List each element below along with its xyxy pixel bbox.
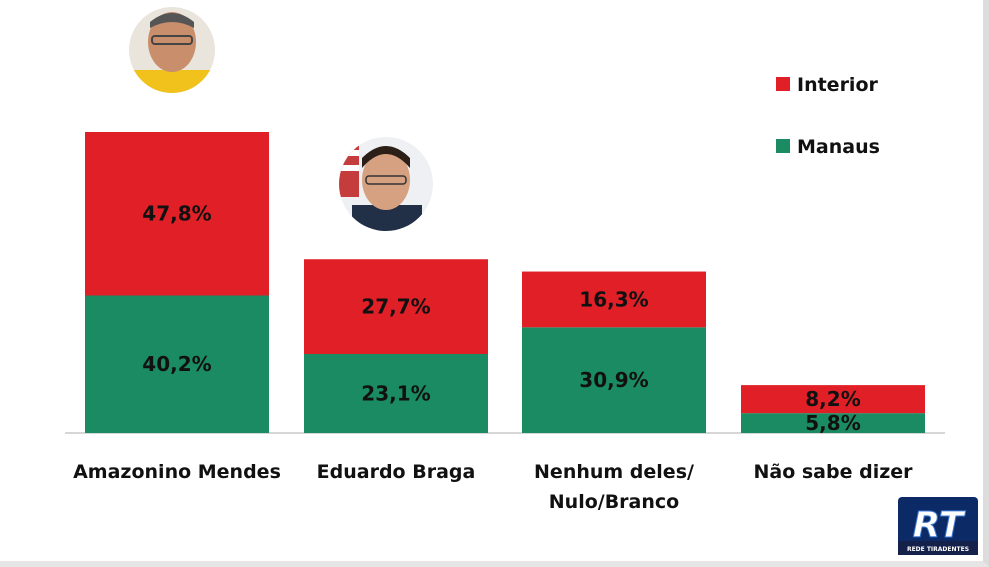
logo-caption: REDE TIRADENTES bbox=[907, 546, 969, 553]
bar-interior-2 bbox=[304, 259, 488, 354]
category-label-3-line-1: Nenhum deles/ bbox=[534, 461, 694, 483]
value-label-interior-1: 47,8% bbox=[142, 202, 211, 226]
value-label-interior-2: 27,7% bbox=[361, 295, 430, 319]
bar-manaus-4 bbox=[741, 413, 925, 433]
category-label-2-line-1: Eduardo Braga bbox=[317, 461, 476, 483]
category-label-3: Nenhum deles/Nulo/Branco bbox=[534, 461, 694, 513]
bar-interior-3 bbox=[522, 271, 706, 328]
value-label-manaus-4: 5,8% bbox=[805, 411, 860, 435]
value-label-interior-3: 16,3% bbox=[579, 287, 648, 311]
category-label-2: Eduardo Braga bbox=[317, 461, 476, 483]
legend: Interior Manaus bbox=[776, 74, 880, 158]
bars-group bbox=[85, 132, 925, 433]
bar-manaus-2 bbox=[304, 353, 488, 433]
category-label-1-line-1: Amazonino Mendes bbox=[73, 461, 281, 483]
legend-swatch-manaus bbox=[776, 139, 790, 153]
category-label-4: Não sabe dizer bbox=[753, 461, 913, 483]
category-labels-group: Amazonino Mendes Eduardo Braga Nenhum dele… bbox=[73, 461, 913, 513]
legend-label-manaus: Manaus bbox=[797, 136, 880, 158]
value-label-interior-4: 8,2% bbox=[805, 387, 860, 411]
category-label-4-line-1: Não sabe dizer bbox=[753, 461, 913, 483]
legend-label-interior: Interior bbox=[797, 74, 879, 96]
value-label-manaus-2: 23,1% bbox=[361, 381, 430, 405]
value-labels-group: 40,2% 47,8% 23,1% 27,7% 30,9% 16,3% 5,8%8,2% bbox=[142, 202, 860, 435]
bar-manaus-3 bbox=[522, 327, 706, 433]
bar-interior-4 bbox=[741, 385, 925, 414]
candidate-photo-amazonino bbox=[129, 7, 215, 93]
category-label-1: Amazonino Mendes bbox=[73, 461, 281, 483]
bar-interior-1 bbox=[85, 132, 269, 296]
value-label-manaus-1: 40,2% bbox=[142, 352, 211, 376]
legend-swatch-interior bbox=[776, 77, 790, 91]
candidate-photo-eduardo bbox=[339, 137, 433, 231]
logo-text: RT bbox=[913, 505, 966, 546]
bar-manaus-1 bbox=[85, 295, 269, 433]
value-label-manaus-3: 30,9% bbox=[579, 368, 648, 392]
rede-tiradentes-logo: RT REDE TIRADENTES bbox=[898, 497, 978, 555]
category-label-3-line-2: Nulo/Branco bbox=[549, 491, 679, 513]
